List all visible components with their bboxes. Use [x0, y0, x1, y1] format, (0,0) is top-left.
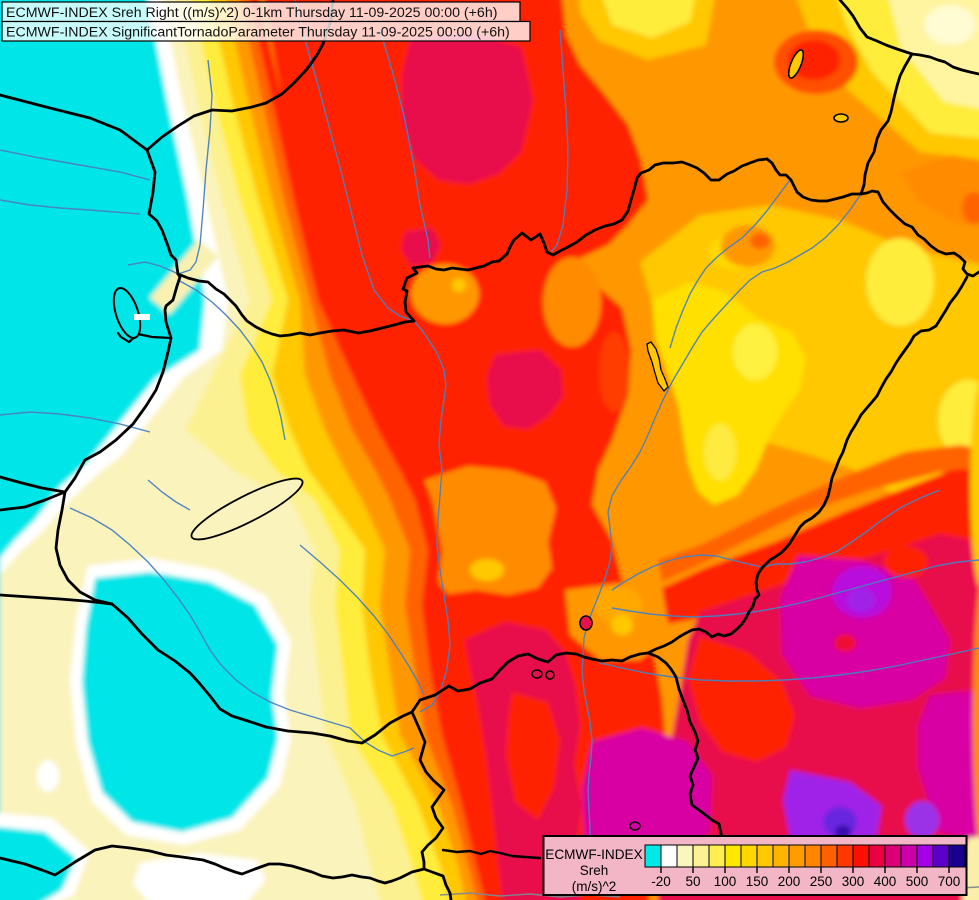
svg-text:250: 250	[810, 874, 833, 889]
svg-text:500: 500	[906, 874, 929, 889]
svg-text:300: 300	[842, 874, 865, 889]
svg-text:(m/s)^2: (m/s)^2	[572, 879, 617, 894]
svg-text:100: 100	[714, 874, 737, 889]
svg-text:700: 700	[938, 874, 961, 889]
svg-text:200: 200	[778, 874, 801, 889]
svg-text:400: 400	[874, 874, 897, 889]
svg-text:50: 50	[685, 874, 700, 889]
svg-text:ECMWF-INDEX Sreh Right ((m/s)^: ECMWF-INDEX Sreh Right ((m/s)^2) 0-1km T…	[6, 5, 497, 21]
svg-text:ECMWF-INDEX SignificantTornado: ECMWF-INDEX SignificantTornadoParameter …	[6, 25, 510, 41]
svg-text:-20: -20	[651, 874, 671, 889]
svg-text:150: 150	[746, 874, 769, 889]
svg-text:Sreh: Sreh	[580, 863, 609, 878]
svg-text:ECMWF-INDEX: ECMWF-INDEX	[545, 847, 642, 862]
